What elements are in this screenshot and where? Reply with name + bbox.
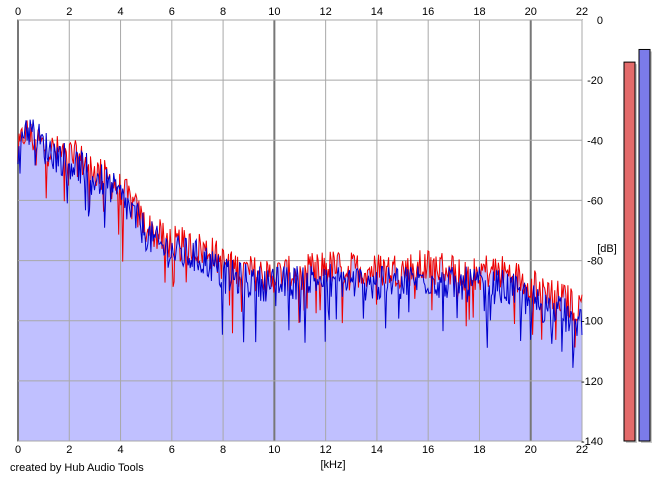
x-tick-label-bottom: 18 xyxy=(473,444,485,456)
x-tick-label-top: 12 xyxy=(320,6,332,18)
credit-text: created by Hub Audio Tools xyxy=(10,462,144,474)
y-tick-label: -40 xyxy=(587,135,603,147)
x-tick-label-top: 8 xyxy=(220,6,226,18)
y-tick-label: -60 xyxy=(587,195,603,207)
series-line-2 xyxy=(17,119,583,368)
x-tick-label-top: 10 xyxy=(268,6,280,18)
x-tick-label-top: 2 xyxy=(66,6,72,18)
x-tick-label-bottom: 16 xyxy=(422,444,434,456)
x-tick-label-top: 6 xyxy=(169,6,175,18)
level-meter-2 xyxy=(638,48,651,442)
x-tick-label-bottom: 2 xyxy=(66,444,72,456)
y-tick-label: 0 xyxy=(597,15,603,27)
y-tick-label: -120 xyxy=(581,376,603,388)
y-tick-label: -140 xyxy=(581,436,603,448)
x-tick-label-top: 14 xyxy=(371,6,383,18)
x-tick-label-top: 4 xyxy=(117,6,123,18)
x-tick-label-top: 18 xyxy=(473,6,485,18)
x-tick-label-bottom: 22 xyxy=(576,444,588,456)
y-tick-label: -20 xyxy=(587,75,603,87)
y-axis-label: [dB] xyxy=(597,243,617,255)
x-axis-bottom-ticks: 0 2 4 6 8 10 12 14 16 18 20 22 xyxy=(15,444,588,456)
x-axis-label: [kHz] xyxy=(320,459,345,471)
x-tick-label-bottom: 8 xyxy=(220,444,226,456)
x-tick-label-bottom: 6 xyxy=(169,444,175,456)
x-tick-label-top: 22 xyxy=(576,6,588,18)
y-tick-label: -100 xyxy=(581,316,603,328)
x-axis-top-ticks: 0 2 4 6 8 10 12 14 16 18 20 22 xyxy=(15,6,588,18)
level-meters xyxy=(623,48,652,443)
x-tick-label-bottom: 0 xyxy=(15,444,21,456)
series-lines xyxy=(17,119,583,368)
x-tick-label-bottom: 14 xyxy=(371,444,383,456)
x-tick-label-top: 0 xyxy=(15,6,21,18)
x-tick-label-top: 16 xyxy=(422,6,434,18)
x-tick-label-bottom: 4 xyxy=(117,444,123,456)
x-tick-label-bottom: 10 xyxy=(268,444,280,456)
x-tick-label-bottom: 12 xyxy=(320,444,332,456)
y-axis-ticks: 0 -20 -40 -60 -80 -100 -120 -140 xyxy=(581,15,603,448)
level-meter-1 xyxy=(623,61,636,442)
x-tick-label-bottom: 20 xyxy=(525,444,537,456)
series-line-1 xyxy=(17,120,583,348)
y-tick-label: -80 xyxy=(587,256,603,268)
x-tick-label-top: 20 xyxy=(525,6,537,18)
